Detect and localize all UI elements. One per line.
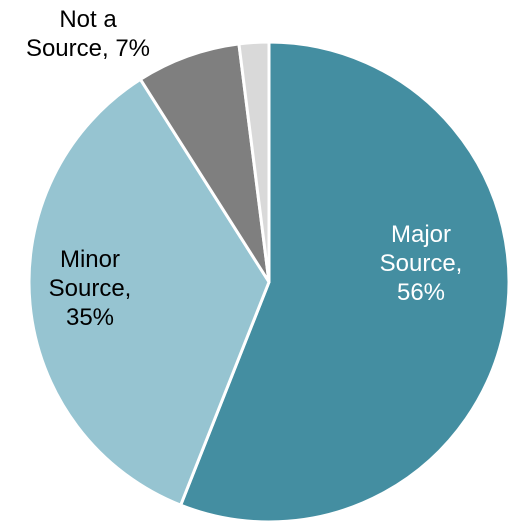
pie-label-line: 56% xyxy=(397,279,445,306)
pie-label-line: Minor xyxy=(60,246,120,273)
pie-label-line: Major xyxy=(391,221,451,248)
pie-label-line: Source, xyxy=(380,250,463,277)
pie-label-line: 35% xyxy=(66,304,114,331)
pie-label-line: Not a xyxy=(59,6,117,33)
pie-label-minor-source: Minor Source, 35% xyxy=(49,246,132,331)
pie-label-major-source: Major Source, 56% xyxy=(380,221,463,306)
pie-slices xyxy=(27,40,511,524)
pie-slice-major-source xyxy=(179,40,511,524)
pie-slice-not-a-source xyxy=(138,42,271,284)
pie-label-line: Source, xyxy=(49,275,132,302)
pie-label-not-a-source: Not a Source, 7% xyxy=(26,6,150,62)
pie-label-line: Source, 7% xyxy=(26,35,150,62)
pie-slice-slice-4 xyxy=(237,40,271,284)
pie-slice-minor-source xyxy=(27,77,271,507)
pie-labels: Major Source, 56%Minor Source, 35%Not a Sourc… xyxy=(26,6,462,331)
